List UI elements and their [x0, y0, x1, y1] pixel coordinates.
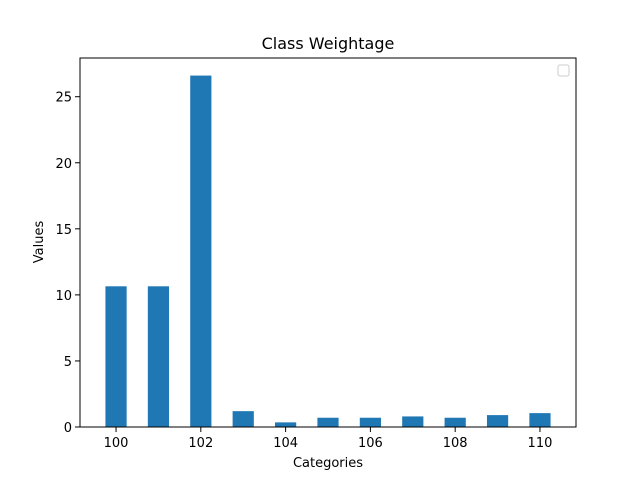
x-axis-label: Categories: [293, 456, 363, 471]
y-tick-label: 10: [55, 289, 72, 304]
bar-103: [232, 411, 254, 427]
bar-101: [147, 286, 170, 427]
bar-100: [105, 286, 127, 427]
bar-104: [275, 422, 297, 427]
x-axis-ticks: 100 102 104 106 108 110: [104, 427, 553, 451]
y-tick-label: 5: [64, 355, 72, 370]
y-tick-label: 0: [64, 421, 72, 436]
x-tick-label: 110: [528, 436, 553, 451]
x-tick-label: 102: [188, 436, 213, 451]
y-axis-label: Values: [32, 221, 47, 264]
x-tick-label: 104: [273, 436, 298, 451]
bar-102: [190, 75, 212, 427]
bar-105: [317, 417, 339, 427]
chart-title: Class Weightage: [262, 34, 395, 53]
y-tick-label: 20: [55, 157, 72, 172]
x-tick-label: 108: [443, 436, 468, 451]
y-tick-label: 15: [55, 223, 72, 238]
legend-box: [557, 64, 570, 77]
bar-106: [359, 417, 381, 427]
bar-109: [486, 415, 509, 427]
bar-110: [529, 413, 551, 427]
x-tick-label: 100: [104, 436, 129, 451]
x-tick-label: 106: [358, 436, 383, 451]
bar-107: [402, 416, 424, 427]
plot-frame: [79, 57, 577, 428]
bars-group: [105, 75, 551, 427]
y-tick-label: 25: [55, 91, 72, 106]
bar-108: [444, 417, 466, 427]
y-axis-ticks: 0 5 10 15 20 25: [55, 91, 80, 436]
